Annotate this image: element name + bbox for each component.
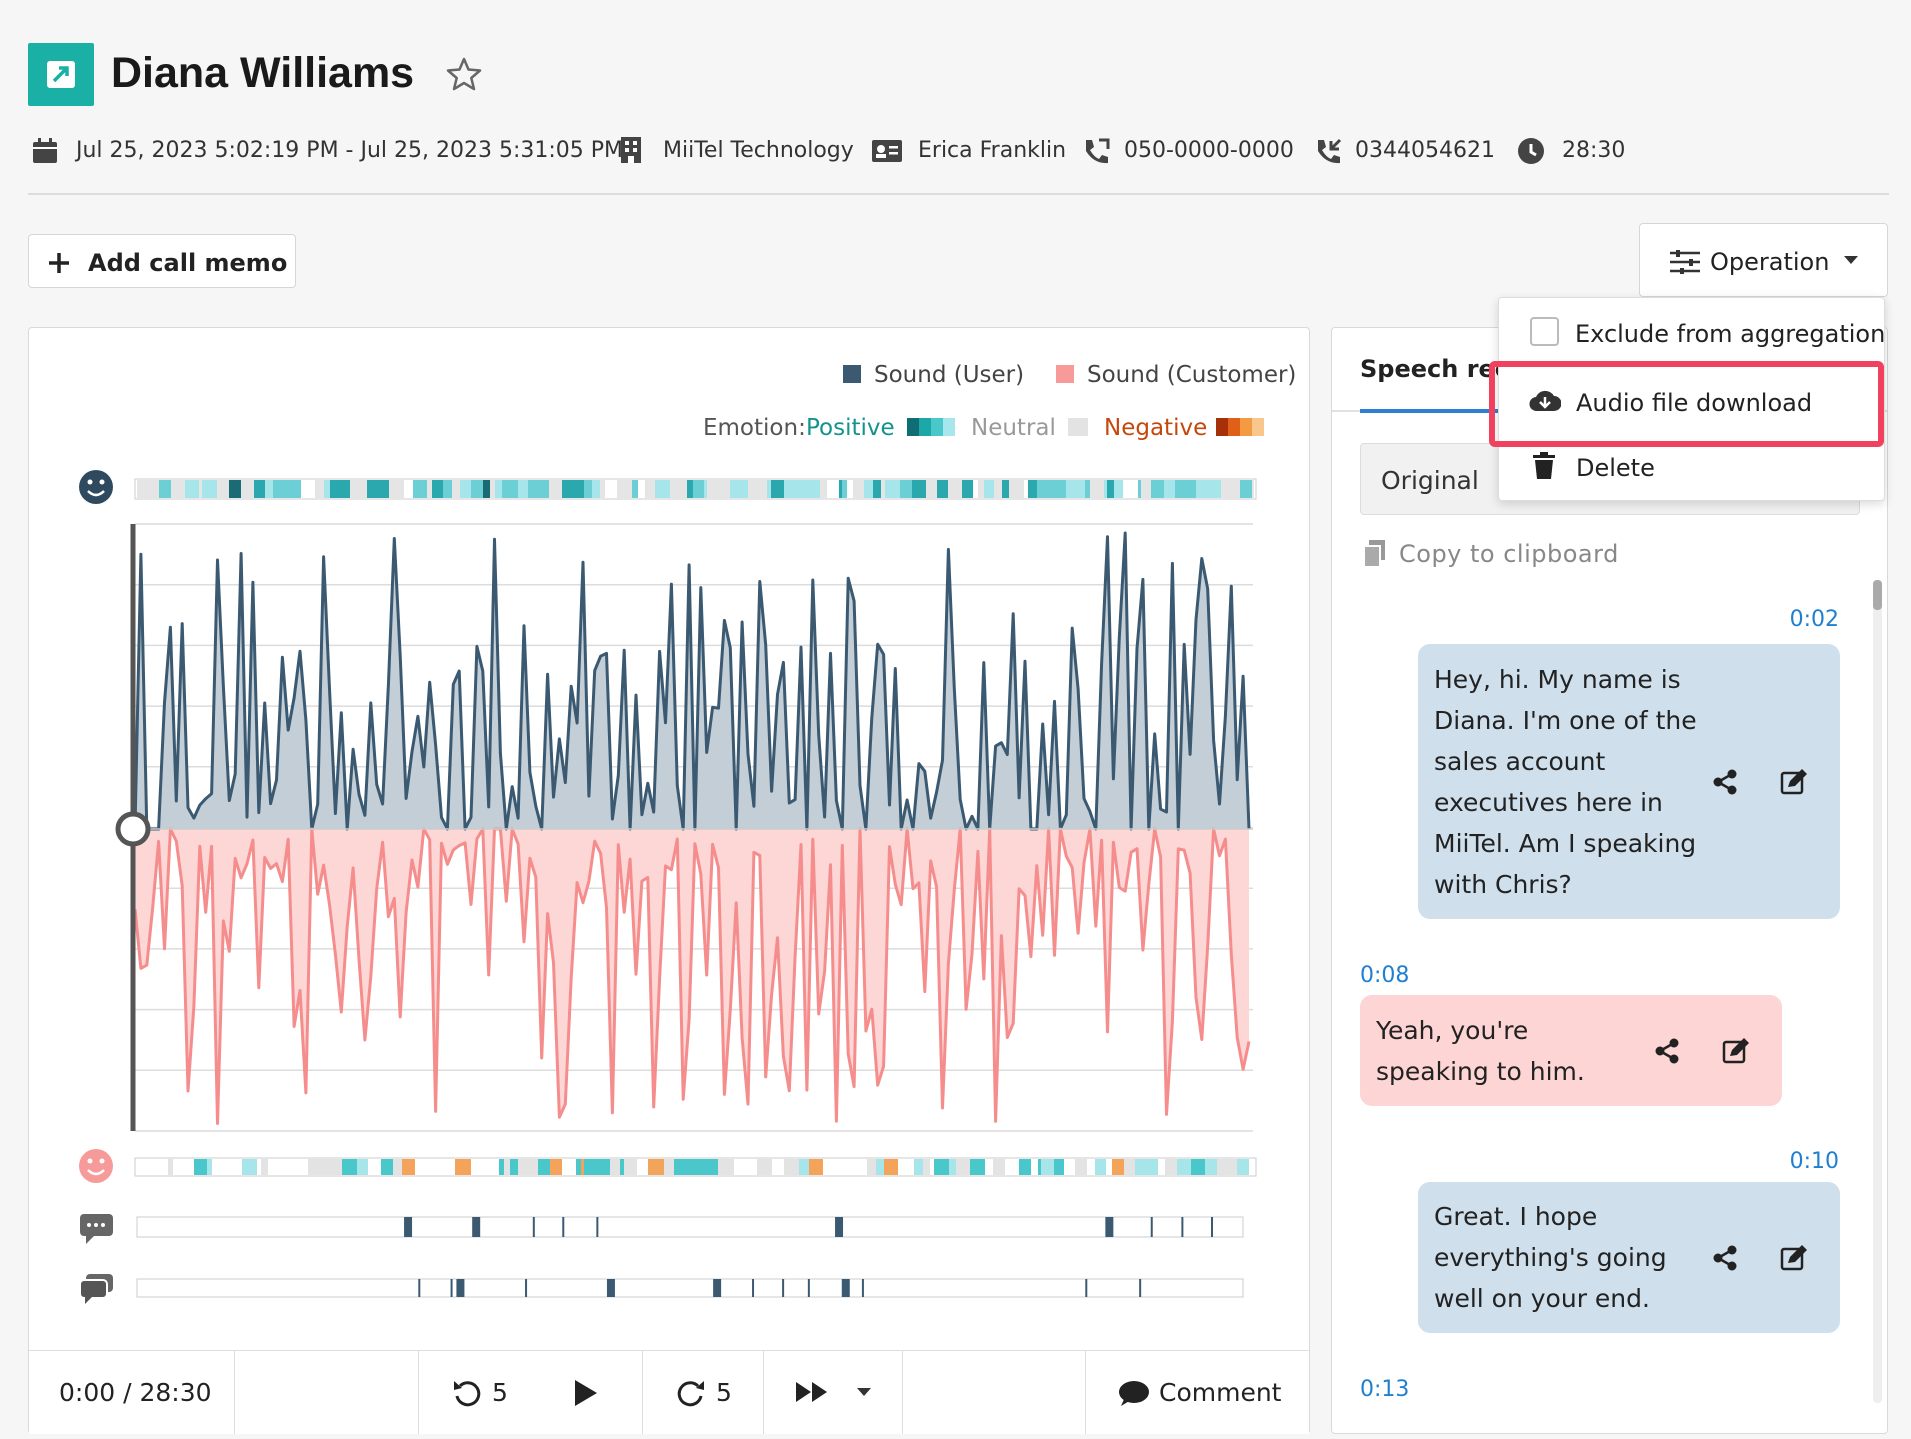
call-icon[interactable] xyxy=(28,43,94,106)
add-call-memo-label: Add call memo xyxy=(88,249,288,277)
sliders-icon xyxy=(1670,250,1700,274)
speed-caret[interactable] xyxy=(857,1388,871,1397)
menu-item-label: Delete xyxy=(1576,454,1655,482)
transcript-panel: Speech recognition Original Copy to clip… xyxy=(1331,327,1888,1434)
scrollbar-track xyxy=(1873,580,1882,1403)
copy-to-clipboard[interactable]: Copy to clipboard xyxy=(1399,540,1619,568)
external-link-icon xyxy=(47,61,75,88)
original-toggle[interactable]: Original xyxy=(1381,466,1479,495)
timestamp: 0:10 xyxy=(1789,1149,1839,1174)
contact-name: Diana Williams xyxy=(111,49,415,97)
player-divider xyxy=(763,1351,764,1434)
message-bubble: Great. I hope everything's going well on… xyxy=(1418,1182,1840,1333)
favorite-star[interactable] xyxy=(445,56,483,92)
player-divider xyxy=(902,1351,903,1434)
message-text: Hey, hi. My name is Diana. I'm one of th… xyxy=(1434,664,1697,899)
timestamp: 0:08 xyxy=(1360,963,1410,988)
call-datetime: Jul 25, 2023 5:02:19 PM - Jul 25, 2023 5… xyxy=(76,138,624,163)
timestamp: 0:02 xyxy=(1789,607,1839,632)
callee-number: 0344054621 xyxy=(1355,138,1495,163)
menu-item-label: Audio file download xyxy=(1576,389,1813,417)
speed-button[interactable] xyxy=(795,1381,829,1403)
clock-icon xyxy=(1518,138,1544,164)
player-divider xyxy=(418,1351,419,1434)
caller-number: 050-0000-0000 xyxy=(1124,138,1294,163)
outgoing-phone-icon xyxy=(1086,138,1110,164)
message-text: Yeah, you're speaking to him. xyxy=(1376,1015,1585,1086)
message-bubble: Hey, hi. My name is Diana. I'm one of th… xyxy=(1418,644,1840,919)
trash-icon xyxy=(1533,452,1555,479)
forward-icon[interactable] xyxy=(676,1378,706,1408)
player-bar: 0:00 / 28:30 5 5 Comment xyxy=(29,1350,1309,1434)
operation-button[interactable]: Operation xyxy=(1639,223,1888,297)
comment-button-label[interactable]: Comment xyxy=(1159,1378,1282,1407)
forward-seconds: 5 xyxy=(716,1378,732,1407)
plus-icon xyxy=(49,253,69,273)
player-divider xyxy=(234,1351,235,1434)
scrollbar-thumb[interactable] xyxy=(1873,580,1882,610)
play-button[interactable] xyxy=(573,1379,599,1407)
player-divider xyxy=(1085,1351,1086,1434)
rewind-seconds: 5 xyxy=(492,1378,508,1407)
menu-item-label: Exclude from aggregation xyxy=(1575,320,1886,348)
operation-menu: Exclude from aggregation Audio file down… xyxy=(1498,297,1885,501)
add-call-memo-button[interactable]: Add call memo xyxy=(28,234,296,288)
call-duration: 28:30 xyxy=(1562,138,1626,163)
comment-button-icon[interactable] xyxy=(1117,1380,1149,1408)
message-actions[interactable] xyxy=(1710,767,1820,797)
download-icon xyxy=(1529,390,1561,412)
message-bubble: Yeah, you're speaking to him. xyxy=(1360,995,1782,1106)
active-tab-underline xyxy=(1360,409,1510,413)
calendar-icon xyxy=(33,138,57,163)
user-name: Erica Franklin xyxy=(918,138,1067,163)
rewind-icon[interactable] xyxy=(452,1378,482,1408)
message-actions[interactable] xyxy=(1710,1243,1820,1273)
clipboard-icon xyxy=(1363,540,1385,568)
menu-item[interactable]: Exclude from aggregation xyxy=(1499,305,1886,365)
company-icon xyxy=(621,137,641,163)
company-name: MiiTel Technology xyxy=(663,138,854,163)
menu-item[interactable]: Audio file download xyxy=(1499,374,1884,434)
highlight-outline xyxy=(1489,361,1884,447)
waveform-panel xyxy=(28,327,1310,1434)
player-divider xyxy=(642,1351,643,1434)
user-card-icon xyxy=(872,140,902,162)
header-divider xyxy=(28,193,1889,195)
playback-time: 0:00 / 28:30 xyxy=(59,1378,212,1407)
message-actions[interactable] xyxy=(1652,1036,1762,1066)
operation-label: Operation xyxy=(1710,248,1830,276)
menu-item[interactable]: Delete xyxy=(1499,439,1884,499)
message-text: Great. I hope everything's going well on… xyxy=(1434,1202,1667,1313)
checkbox[interactable] xyxy=(1530,317,1559,346)
incoming-phone-icon xyxy=(1318,138,1342,164)
timestamp: 0:13 xyxy=(1360,1377,1410,1402)
caret-icon xyxy=(1844,256,1858,264)
